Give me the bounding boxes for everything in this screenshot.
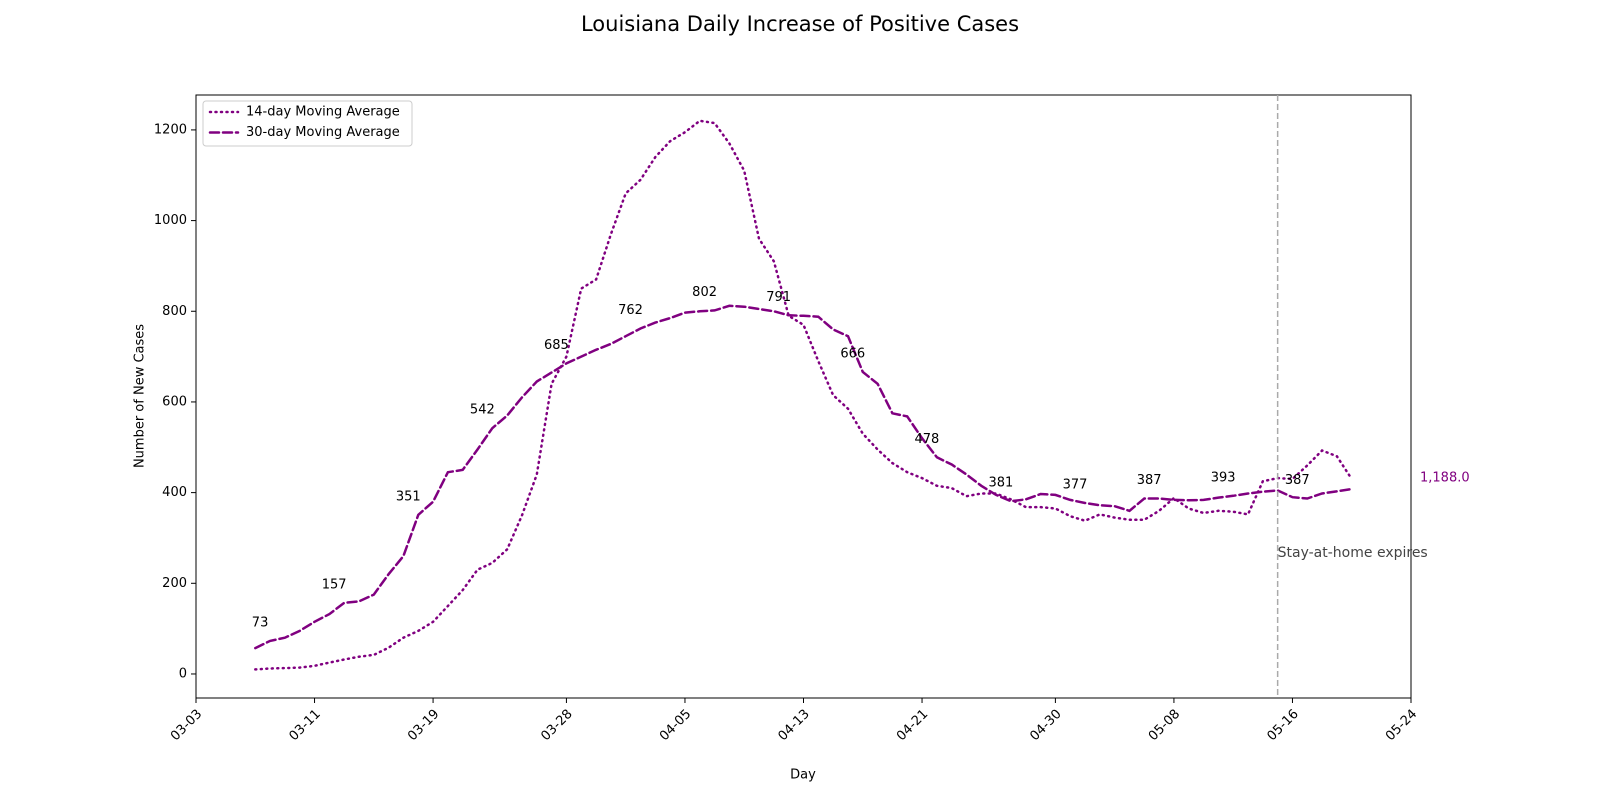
data-label: 381	[989, 476, 1014, 491]
data-label: 791	[766, 290, 791, 305]
x-tick-label: 05-16	[1264, 707, 1301, 744]
data-label: 377	[1063, 478, 1088, 493]
x-tick-label: 03-28	[538, 707, 575, 744]
annotation: 1,188.0	[1420, 471, 1470, 486]
y-tick-label: 800	[162, 304, 187, 319]
data-label: 73	[252, 615, 269, 630]
x-tick-label: 03-03	[168, 707, 205, 744]
x-tick-label: 05-24	[1383, 707, 1420, 744]
x-tick-label: 03-11	[287, 707, 324, 744]
data-label: 802	[692, 285, 717, 300]
legend-label: 30-day Moving Average	[246, 125, 400, 140]
chart-title: Louisiana Daily Increase of Positive Cas…	[581, 12, 1019, 36]
line-series	[254, 304, 1353, 650]
y-tick-label: 200	[162, 576, 187, 591]
line-series	[254, 119, 1353, 671]
x-tick-label: 04-21	[894, 707, 931, 744]
y-axis-label: Number of New Cases	[133, 324, 148, 468]
data-label: 762	[618, 303, 643, 318]
y-tick-label: 0	[179, 666, 187, 681]
data-label: 387	[1285, 473, 1310, 488]
x-axis-label: Day	[790, 768, 816, 783]
x-tick-label: 04-30	[1027, 707, 1064, 744]
data-label: 478	[914, 432, 939, 447]
data-label: 685	[544, 338, 569, 353]
y-tick-label: 1000	[154, 213, 187, 228]
plot-frame	[195, 94, 1412, 699]
data-label: 157	[322, 577, 347, 592]
data-label: 542	[470, 403, 495, 418]
y-tick-label: 1200	[154, 122, 187, 137]
x-tick-label: 03-19	[405, 707, 442, 744]
legend-box	[202, 100, 413, 147]
data-label: 387	[1137, 473, 1162, 488]
x-tick-label: 05-08	[1146, 707, 1183, 744]
data-label: 351	[396, 489, 421, 504]
data-label: 393	[1211, 470, 1236, 485]
y-tick-label: 600	[162, 394, 187, 409]
x-tick-label: 04-13	[775, 707, 812, 744]
x-tick-label: 04-05	[657, 707, 694, 744]
event-label: Stay-at-home expires	[1278, 545, 1428, 561]
legend-label: 14-day Moving Average	[246, 105, 400, 120]
y-tick-label: 400	[162, 485, 187, 500]
data-label: 666	[840, 347, 865, 362]
